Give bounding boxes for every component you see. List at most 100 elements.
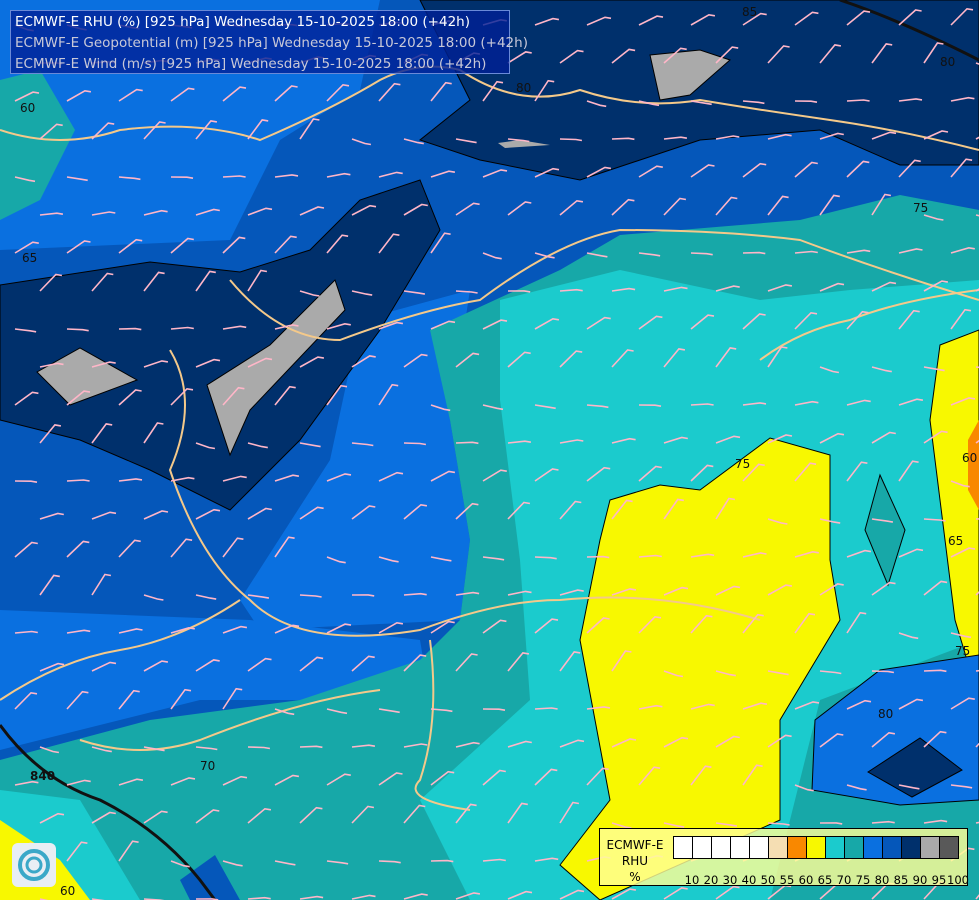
wind-barb [871,731,896,748]
wind-barb [299,118,320,140]
wind-barb [482,80,504,102]
wind-barb [482,556,505,561]
wind-barb [274,174,299,178]
wind-barb [690,13,716,26]
wind-barb [846,399,871,406]
wind-barb [14,541,38,558]
legend-tick: 95 [931,873,947,887]
wind-barb [299,356,325,368]
wind-barb [482,708,506,711]
contour-label: 65 [948,534,963,548]
wind-barb [118,778,144,786]
wind-barb [326,234,349,254]
wind-barb [118,88,143,102]
geopotential-840-line [0,724,217,900]
wind-barb [299,806,323,824]
rhu-70-75-region [864,473,906,587]
wind-barb [663,498,684,520]
wind-barb [663,436,688,444]
wind-barb [586,16,612,26]
wind-barb [767,670,789,676]
legend-swatch [902,837,921,858]
wind-barb [950,697,975,710]
wind-barb [222,236,246,254]
wind-barb [663,822,685,828]
rhu-75-80-region [0,610,430,750]
wind-barb [586,617,610,634]
wind-barb [950,547,976,558]
wind-barb [274,85,298,102]
legend-model: ECMWF-E [606,838,664,852]
wind-barb [794,701,820,710]
wind-barb [794,161,818,178]
rhu-90-95-region [649,49,731,101]
wind-barb [378,383,399,406]
legend-variable: RHU [621,854,649,868]
wind-barb [767,434,793,444]
wind-barb [923,430,948,444]
wind-barb [690,614,713,634]
wind-barb [586,404,609,409]
wind-barb [39,746,60,754]
wind-barb [663,887,688,900]
wind-barb [326,860,349,865]
wind-barb [794,250,818,254]
wind-barb [222,860,243,867]
wind-barb [923,819,948,824]
wind-barb [690,765,712,786]
wind-barb [923,580,948,596]
wind-barb [586,166,612,178]
wind-barb [767,584,793,596]
wind-barb [91,746,112,753]
wind-barb [923,518,946,522]
legend-tick: 85 [893,873,909,887]
wind-barb [794,100,818,103]
wind-barb [66,629,91,634]
wind-barb [871,581,896,596]
wind-barb [91,573,112,596]
wind-barb [299,745,323,749]
map-title-box: ECMWF-E RHU (%) [925 hPa] Wednesday 15-1… [10,10,528,74]
geopotential-850-line [839,0,979,62]
wind-barb [403,203,428,216]
wind-barb [326,623,352,634]
wind-barb [559,889,585,900]
wind-barb [794,400,819,406]
wind-barb [715,285,740,292]
wind-barb [66,390,91,406]
wind-barb [91,122,115,140]
wind-barb [898,698,924,710]
legend-swatch [921,837,940,858]
wind-barb [871,193,892,216]
wind-barb [507,501,531,520]
wind-barb [195,746,218,751]
wind-barb [170,777,196,786]
wind-barb [326,172,351,178]
wind-barb [846,549,872,558]
wind-barb [819,132,844,140]
wind-barb [222,537,244,558]
wind-barb [91,361,116,368]
wind-barb [351,442,374,447]
wind-barb [14,91,40,102]
wind-barb [715,347,737,368]
wind-barb [299,290,320,297]
wind-barb [663,136,688,140]
wind-barb [118,176,141,181]
wind-barb [326,773,351,786]
wind-barb [430,620,455,634]
rhu-80-85-region [180,855,240,900]
wind-barb [326,473,352,482]
wind-barb [846,99,870,102]
wind-barb [326,708,348,715]
wind-barb [794,612,816,634]
wind-barb [819,583,844,596]
wind-barb [871,670,895,674]
wind-barb [534,79,555,102]
legend-tick: 55 [779,873,795,887]
wind-barb [846,611,867,634]
wind-barb [39,662,65,672]
legend-swatch [864,837,883,858]
wind-barb [195,120,218,140]
wind-barb [534,857,559,862]
